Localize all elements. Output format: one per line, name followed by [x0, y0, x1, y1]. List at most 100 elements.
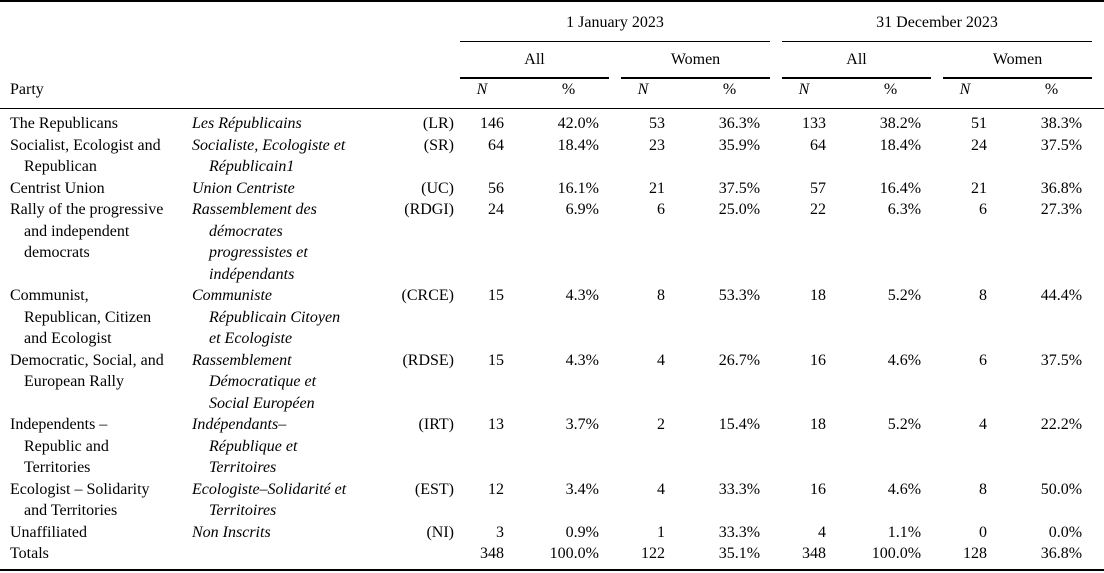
table-row: Rally of the progressive and independent d… — [0, 199, 1104, 285]
party-name-line: Independents – — [10, 416, 108, 434]
party-name-fr: Indépendants– République et Territoires — [186, 414, 354, 479]
party-name-line: Totals — [10, 545, 49, 563]
cell-percent: 37.5% — [1040, 351, 1083, 369]
party-name-line: Communist, — [10, 287, 89, 305]
cell-n: 15 — [488, 351, 504, 369]
totals-row: Totals 348 100.0% 122 35.1% 348 100.0% 128 36.8% — [0, 543, 1104, 570]
party-name-line: Républicain1 — [209, 158, 295, 176]
cell-n: 8 — [979, 480, 988, 498]
party-name-line: and independent — [24, 222, 130, 240]
cell-percent: 3.7% — [565, 416, 599, 434]
party-abbr: (SR) — [423, 136, 454, 154]
party-name-en: Ecologist – Solidarity and Territories — [0, 479, 186, 522]
cell-percent: 6.9% — [565, 201, 599, 219]
cell-percent: 53.3% — [718, 287, 761, 305]
party-name-fr: Socialiste, Ecologiste et Républicain1 — [186, 135, 354, 178]
party-name-line: Républicain Citoyen — [209, 308, 341, 326]
cell-n: 21 — [971, 179, 988, 197]
cell-n: 0 — [979, 523, 988, 541]
party-name-line: Communiste — [192, 287, 272, 305]
n-column-header: N — [621, 78, 699, 110]
party-column-header: Party — [0, 78, 460, 110]
cell-n: 15 — [488, 287, 504, 305]
cell-percent: 6.3% — [887, 201, 922, 219]
party-abbr: (EST) — [414, 480, 454, 498]
table-body: The Republicans Les Républicains (LR) 146 42… — [0, 109, 1104, 570]
party-name-line: Republican — [24, 158, 97, 176]
cell-percent: 100.0% — [549, 545, 599, 563]
cell-percent: 25.0% — [718, 201, 761, 219]
period-header-jan: 1 January 2023 — [460, 1, 782, 42]
party-abbr: (CRCE) — [401, 287, 454, 305]
table-row: The Republicans Les Républicains (LR) 146 42… — [0, 109, 1104, 135]
party-name-en: The Republicans — [0, 109, 186, 135]
cell-n: 23 — [649, 136, 665, 154]
cell-n: 13 — [488, 416, 504, 434]
group-label: Women — [670, 50, 721, 68]
party-name-en: Democratic, Social, and European Rally — [0, 350, 186, 415]
cell-percent: 4.3% — [565, 287, 599, 305]
cell-percent: 0.9% — [565, 523, 599, 541]
cell-percent: 37.5% — [1040, 136, 1083, 154]
cell-n: 51 — [971, 115, 988, 133]
party-name-line: Social Européen — [209, 394, 315, 412]
table-row: Independents – Republic and Territories Ind… — [0, 414, 1104, 479]
column-header-row: Party N % N % N % N % — [0, 78, 1104, 110]
party-name-line: Non Inscrits — [192, 523, 271, 541]
party-name-en: Communist, Republican, Citizen and Ecologi… — [0, 285, 186, 350]
cell-percent: 37.5% — [718, 179, 761, 197]
cell-percent: 15.4% — [718, 416, 761, 434]
percent-column-header: % — [860, 78, 944, 110]
party-name-line: European Rally — [24, 373, 124, 391]
cell-percent: 35.1% — [718, 545, 761, 563]
party-name-fr: Les Républicains — [186, 109, 354, 135]
table-row: Democratic, Social, and European Rally Ras… — [0, 350, 1104, 415]
cell-n: 16 — [810, 480, 827, 498]
party-abbr — [354, 543, 460, 570]
cell-n: 53 — [649, 115, 665, 133]
party-name-line: Rassemblement — [192, 351, 292, 369]
cell-n: 1 — [657, 523, 665, 541]
party-abbr: (LR) — [422, 115, 454, 133]
cell-n: 12 — [488, 480, 504, 498]
cell-percent: 27.3% — [1040, 201, 1083, 219]
cell-n: 6 — [979, 201, 988, 219]
cell-percent: 38.3% — [1040, 115, 1083, 133]
percent-column-header: % — [538, 78, 621, 110]
cell-n: 128 — [963, 545, 988, 563]
spanner-rule — [943, 77, 1093, 79]
cell-percent: 50.0% — [1040, 480, 1083, 498]
party-name-en: Centrist Union — [0, 178, 186, 200]
spanner-rule — [782, 77, 932, 79]
cell-percent: 0.0% — [1048, 523, 1083, 541]
cell-percent: 35.9% — [718, 136, 761, 154]
party-name-line: Rassemblement des — [192, 201, 317, 219]
party-name-fr — [186, 543, 354, 570]
party-name-line: Democratic, Social, and — [10, 351, 164, 369]
party-name-line: et Ecologiste — [209, 330, 293, 348]
party-name-line: Ecologist – Solidarity — [10, 480, 150, 498]
party-abbr: (RDGI) — [404, 201, 454, 219]
party-name-line: Ecologiste–Solidarité et — [192, 480, 347, 498]
cell-percent: 26.7% — [718, 351, 761, 369]
cell-percent: 33.3% — [718, 523, 761, 541]
party-name-en: Rally of the progressive and independent d… — [0, 199, 186, 285]
party-name-line: Indépendants– — [192, 416, 287, 434]
party-abbr: (RDSE) — [402, 351, 454, 369]
group-label: Women — [992, 50, 1043, 68]
cell-n: 146 — [480, 115, 504, 133]
party-name-line: and Territories — [24, 502, 118, 520]
cell-percent: 22.2% — [1040, 416, 1083, 434]
party-name-en: Totals — [0, 543, 186, 570]
n-column-header: N — [460, 78, 538, 110]
party-name-line: Republican, Citizen — [24, 308, 152, 326]
period-label: 31 December 2023 — [876, 14, 998, 31]
party-name-line: Les Républicains — [192, 115, 302, 133]
table-row: Ecologist – Solidarity and Territories Eco… — [0, 479, 1104, 522]
cell-percent: 36.8% — [1040, 545, 1083, 563]
cell-n: 56 — [488, 179, 504, 197]
date-header-row: 1 January 2023 31 December 2023 — [0, 1, 1104, 42]
table-row: Communist, Republican, Citizen and Ecologi… — [0, 285, 1104, 350]
period-header-dec: 31 December 2023 — [782, 1, 1104, 42]
blank-header-cell — [0, 42, 460, 79]
